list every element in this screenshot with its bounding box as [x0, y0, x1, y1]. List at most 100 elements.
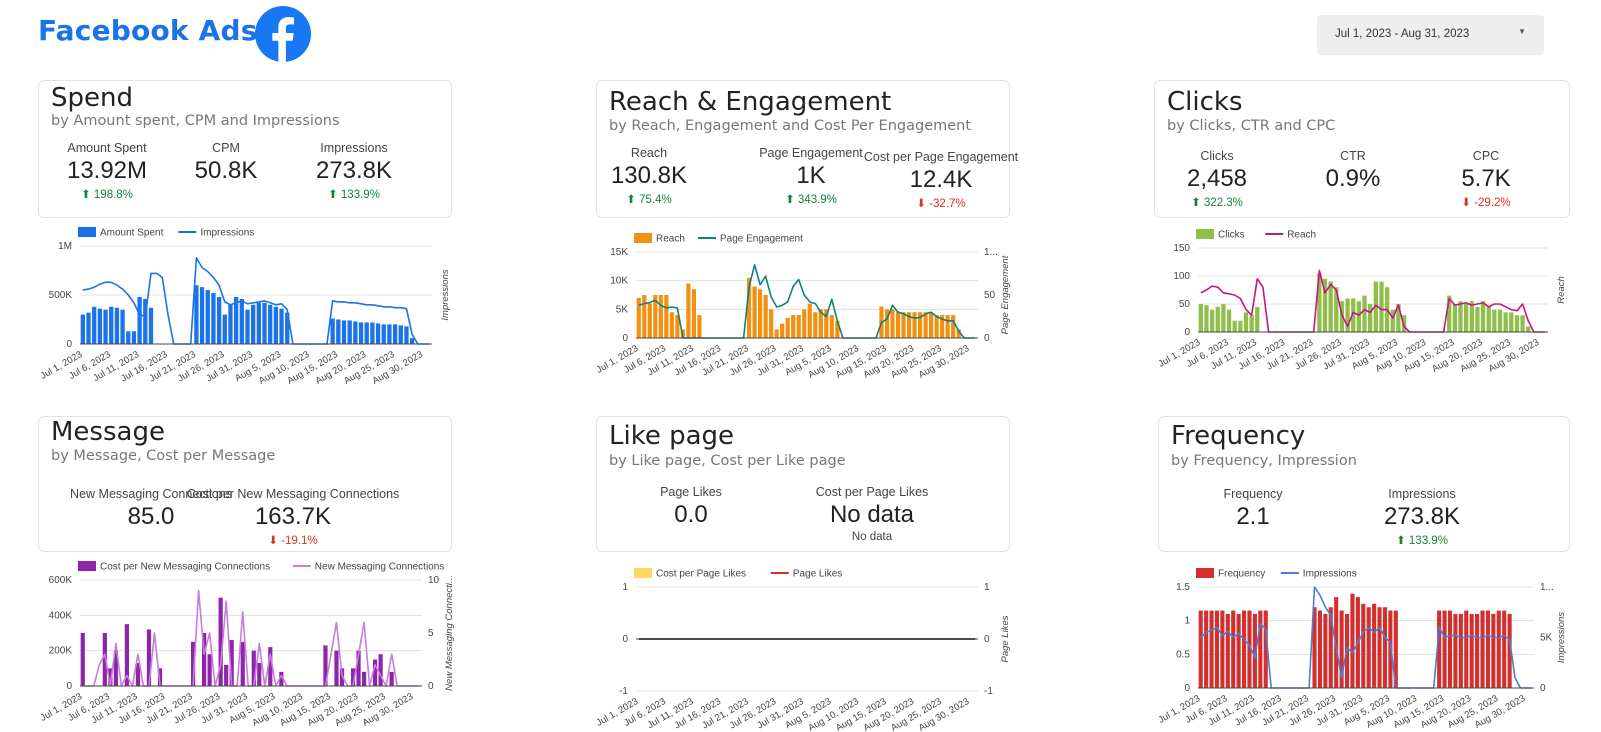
bar	[1502, 610, 1507, 688]
bar	[940, 315, 945, 338]
arrow-up-icon: ⬆	[1191, 197, 1204, 209]
bar	[216, 296, 222, 344]
bar	[1209, 309, 1215, 332]
bar	[143, 298, 148, 344]
bar	[1486, 306, 1491, 332]
legend-label: Cost per Page Likes	[656, 569, 746, 580]
bar	[1372, 603, 1377, 688]
kpi-ctr: CTR 0.9%	[1325, 149, 1381, 192]
y2-axis-label: Reach	[1556, 276, 1567, 303]
bar	[818, 309, 823, 338]
caret-down-icon: ▼	[1518, 27, 1526, 36]
bar	[1328, 607, 1333, 688]
facebook-logo-icon	[254, 5, 312, 63]
bar	[1225, 613, 1230, 688]
bar	[1475, 306, 1480, 332]
bar	[1509, 312, 1514, 332]
bar	[802, 309, 807, 338]
frequency-title: Frequency	[1171, 421, 1306, 451]
y2-tick-label: 0	[984, 634, 990, 645]
kpi-cost-per-page-likes: Cost per Page Likes No data No data	[815, 485, 929, 543]
bar	[353, 321, 358, 344]
bar	[218, 597, 223, 686]
y-tick-label: 0	[66, 339, 72, 350]
bar	[207, 654, 212, 686]
arrow-down-icon: ⬇	[916, 198, 930, 210]
bar	[279, 308, 284, 344]
bar	[80, 633, 85, 686]
bar	[1236, 613, 1241, 688]
bar	[240, 641, 245, 686]
bar	[1209, 610, 1214, 688]
bar	[664, 295, 669, 338]
legend-label: Page Engagement	[720, 234, 803, 245]
bar	[636, 297, 641, 338]
bar	[1373, 281, 1378, 332]
y-tick-label: 500K	[49, 290, 73, 301]
legend-label: Reach	[1287, 230, 1316, 241]
bar	[895, 312, 901, 338]
clicks-subtitle: by Clicks, CTR and CPC	[1167, 118, 1336, 134]
bar	[381, 324, 386, 344]
y-tick-label: 50	[1179, 299, 1191, 310]
bar	[389, 671, 394, 686]
bar	[884, 309, 890, 338]
bar	[658, 295, 663, 338]
legend-swatch	[1196, 229, 1214, 239]
reach-title: Reach & Engagement	[609, 87, 892, 117]
bar	[1514, 315, 1520, 332]
bar	[1437, 610, 1442, 688]
kpi-cpm: CPM 50.8K	[194, 141, 258, 184]
bar	[1491, 613, 1496, 688]
bar	[199, 287, 205, 344]
bar	[1252, 613, 1257, 688]
bar	[341, 320, 347, 344]
date-range-picker[interactable]: Jul 1, 2023 - Aug 31, 2023 ▼	[1317, 15, 1544, 55]
bar	[642, 295, 647, 338]
bar	[1368, 304, 1373, 332]
legend-label: Reach	[656, 234, 685, 245]
bar	[901, 312, 906, 338]
bar	[1231, 610, 1236, 688]
bar	[796, 315, 801, 338]
bar	[807, 303, 812, 338]
arrow-up-icon: ⬆	[1396, 535, 1409, 547]
likepage-subtitle: by Like page, Cost per Like page	[609, 453, 846, 469]
bar	[205, 290, 210, 344]
bar	[1390, 309, 1395, 332]
y2-axis-label: Impressions	[440, 269, 451, 320]
clicks-title: Clicks	[1167, 87, 1243, 117]
y-tick-label: 1	[1184, 616, 1190, 627]
bar	[358, 322, 364, 344]
bar	[697, 315, 702, 338]
arrow-down-icon: ⬇	[1461, 197, 1475, 209]
y-tick-label: 150	[1173, 243, 1190, 254]
bar	[1351, 298, 1356, 332]
bar	[1317, 273, 1322, 332]
bar	[1492, 309, 1497, 332]
bar	[1447, 610, 1453, 688]
bar	[97, 308, 103, 344]
bar	[257, 663, 262, 686]
bar	[157, 668, 163, 686]
bar	[245, 309, 250, 344]
bar	[356, 650, 361, 686]
bar	[1388, 610, 1393, 688]
bar	[1198, 304, 1203, 332]
legend-label: Impressions	[200, 228, 254, 239]
y-tick-label: 5K	[616, 304, 629, 315]
bar	[1480, 301, 1486, 332]
bar	[224, 664, 229, 686]
bar	[279, 671, 284, 686]
clicks-card: Clicks by Clicks, CTR and CPC Clicks 2,4…	[1154, 80, 1570, 218]
bar	[774, 329, 779, 338]
bar	[120, 309, 125, 344]
bar	[273, 306, 279, 344]
y2-axis-label: New Messaging Connecti...	[444, 575, 455, 691]
y-tick-label: 200K	[49, 646, 73, 657]
kpi-frequency-impressions: Impressions 273.8K ⬆ 133.9%	[1383, 487, 1461, 547]
bar	[347, 320, 352, 344]
likepage-card: Like page by Like page, Cost per Like pa…	[596, 416, 1010, 552]
bar	[285, 312, 290, 344]
likepage-title: Like page	[609, 421, 735, 451]
